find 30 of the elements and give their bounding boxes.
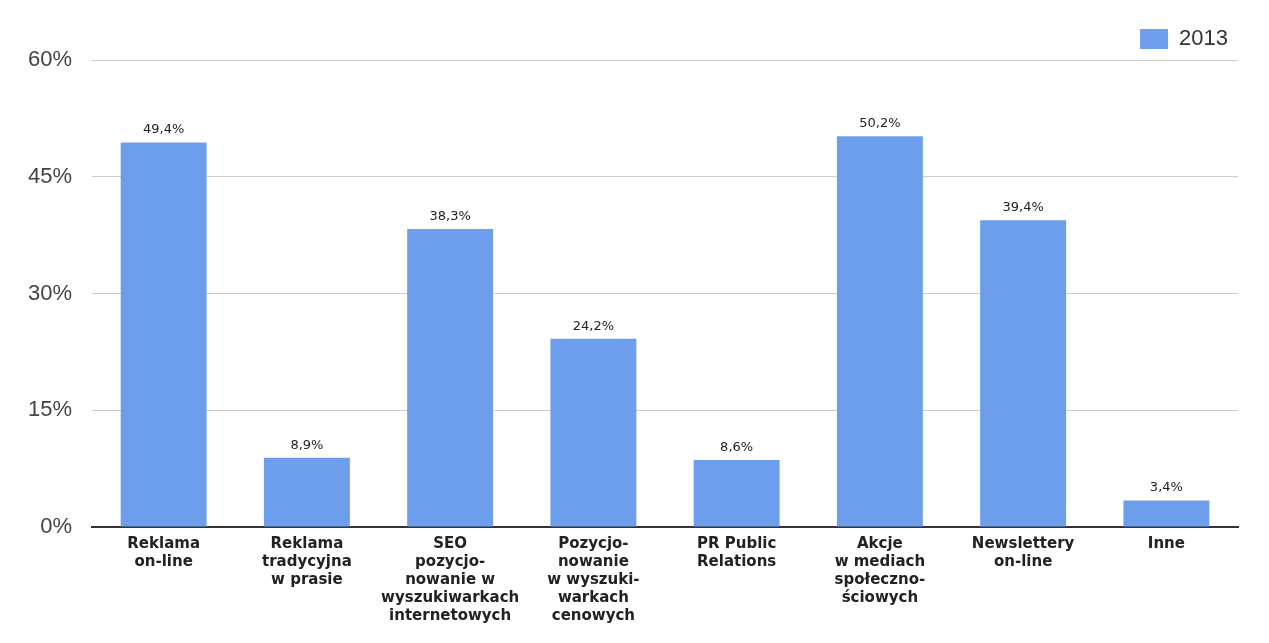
bar [407, 228, 494, 527]
y-tick-label: 60% [27, 46, 73, 72]
x-tick-label: Reklama tradycyjna w prasie [261, 533, 352, 588]
y-tick-label: 30% [27, 279, 73, 305]
x-tick-label: Newslettery on-line [971, 533, 1075, 570]
data-label: 8,9% [290, 436, 324, 452]
data-label: 38,3% [429, 207, 471, 223]
data-label: 3,4% [1149, 479, 1183, 495]
x-tick-label: Akcje w mediach społeczno- ściowych [834, 533, 926, 606]
y-tick-label: 15% [27, 396, 73, 422]
x-tick-label: Inne [1147, 533, 1185, 552]
x-tick-label: Reklama on-line [127, 533, 201, 570]
data-label: 50,2% [859, 115, 901, 131]
x-tick-label: SEO pozycjo- nowanie w wyszukiwarkach internetowych [381, 533, 520, 624]
bar [550, 338, 637, 527]
data-label: 24,2% [572, 317, 615, 333]
data-label: 8,6% [720, 438, 754, 454]
bar [1123, 500, 1210, 527]
legend-label: 2013 [1179, 25, 1229, 51]
y-tick-label: 45% [27, 162, 73, 188]
bar [263, 457, 350, 527]
bar [836, 136, 923, 527]
bar [980, 220, 1067, 527]
data-label: 49,4% [143, 121, 185, 137]
x-tick-label: PR Public Relations [696, 533, 777, 570]
bar [120, 142, 207, 527]
y-tick-label: 0% [40, 513, 73, 539]
data-label: 39,4% [1002, 199, 1044, 215]
bar [693, 460, 780, 527]
x-tick-label: Pozycjo- nowanie w wyszuki- warkach cenowych [547, 533, 640, 624]
